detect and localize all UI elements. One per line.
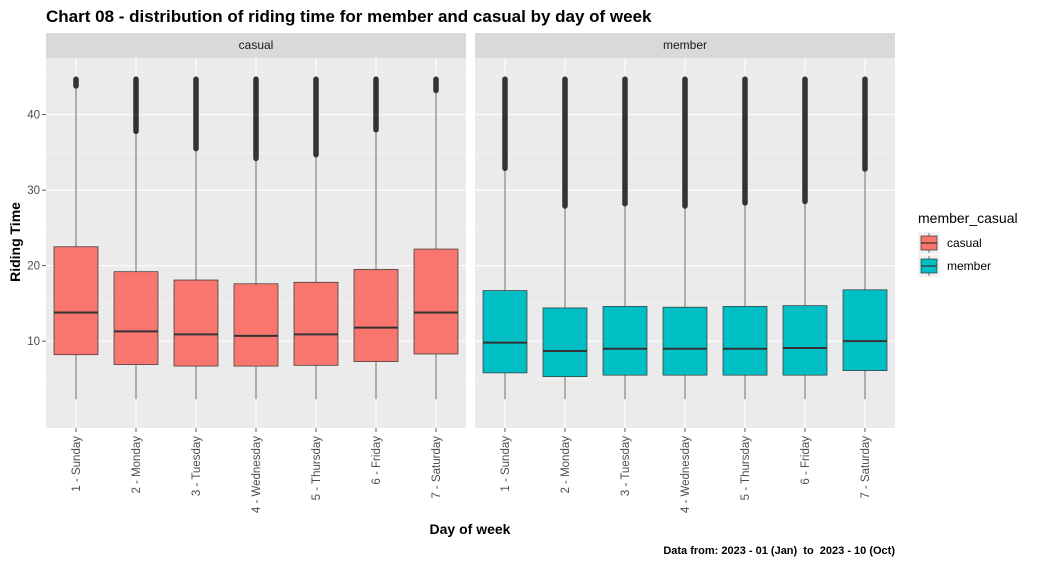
box-casual-7	[413, 76, 459, 400]
box-iqr	[662, 306, 708, 376]
facet-strip	[475, 33, 895, 58]
y-tick-label: 30	[27, 185, 40, 197]
x-tick-label: 4 - Wednesday	[680, 436, 692, 513]
box-member-6	[782, 76, 828, 400]
legend-title: member_casual	[918, 210, 1018, 226]
facet-panels: casual 1 - Sunday 2 - Monday 3 - Tuesday 4 -…	[27, 33, 895, 513]
x-tick-label: 1 - Sunday	[71, 436, 83, 492]
box-iqr	[842, 289, 888, 371]
box-iqr	[542, 307, 588, 378]
box-casual-4	[233, 76, 279, 400]
box-iqr	[173, 279, 219, 367]
x-tick-label: 5 - Thursday	[740, 436, 752, 501]
box-casual-6	[353, 76, 399, 400]
facet-strip-label: member	[663, 38, 707, 52]
box-member-4	[662, 76, 708, 400]
facet-member: member 1 - Sunday 2 - Monday 3 - Tuesday 4 -…	[475, 33, 895, 513]
y-tick-label: 40	[27, 110, 40, 122]
box-iqr	[233, 283, 279, 367]
box-member-5	[722, 76, 768, 400]
x-tick-label: 6 - Friday	[800, 436, 812, 485]
legend-label: casual	[947, 236, 982, 250]
box-iqr	[482, 290, 528, 374]
box-iqr	[293, 281, 339, 366]
box-casual-2	[113, 76, 159, 400]
box-casual-3	[173, 76, 219, 400]
box-member-7	[842, 76, 888, 400]
box-casual-1	[53, 76, 99, 400]
box-member-1	[482, 76, 528, 400]
x-tick-label: 3 - Tuesday	[191, 436, 203, 496]
box-iqr	[53, 246, 99, 356]
box-member-2	[542, 76, 588, 400]
x-tick-label: 5 - Thursday	[311, 436, 323, 501]
x-tick-label: 7 - Saturday	[860, 436, 872, 499]
facet-strip-label: casual	[239, 38, 274, 52]
x-axis-title: Day of week	[430, 521, 511, 537]
box-iqr	[413, 248, 459, 355]
facet-strip	[46, 33, 466, 58]
box-member-3	[602, 76, 648, 400]
y-axis: 10 20 30 40	[27, 110, 46, 348]
box-iqr	[722, 306, 768, 376]
facet-casual: casual 1 - Sunday 2 - Monday 3 - Tuesday 4 -…	[46, 33, 466, 513]
y-tick-label: 10	[27, 336, 40, 348]
legend-key-member: member	[918, 255, 991, 277]
legend-label: member	[947, 259, 991, 273]
legend-key-casual: casual	[918, 232, 982, 254]
caption: Data from: 2023 - 01 (Jan) to 2023 - 10 …	[663, 545, 895, 557]
x-tick-label: 3 - Tuesday	[620, 436, 632, 496]
y-tick-label: 20	[27, 261, 40, 273]
box-iqr	[113, 271, 159, 365]
chart-title: Chart 08 - distribution of riding time f…	[46, 7, 652, 26]
x-tick-label: 1 - Sunday	[500, 436, 512, 492]
box-casual-5	[293, 76, 339, 400]
x-tick-label: 4 - Wednesday	[251, 436, 263, 513]
box-iqr	[782, 305, 828, 376]
x-tick-label: 2 - Monday	[560, 436, 572, 494]
box-iqr	[602, 306, 648, 376]
x-tick-label: 6 - Friday	[371, 436, 383, 485]
y-axis-title: Riding Time	[7, 202, 23, 282]
box-iqr	[353, 269, 399, 362]
x-tick-label: 2 - Monday	[131, 436, 143, 494]
x-tick-label: 7 - Saturday	[431, 436, 443, 499]
